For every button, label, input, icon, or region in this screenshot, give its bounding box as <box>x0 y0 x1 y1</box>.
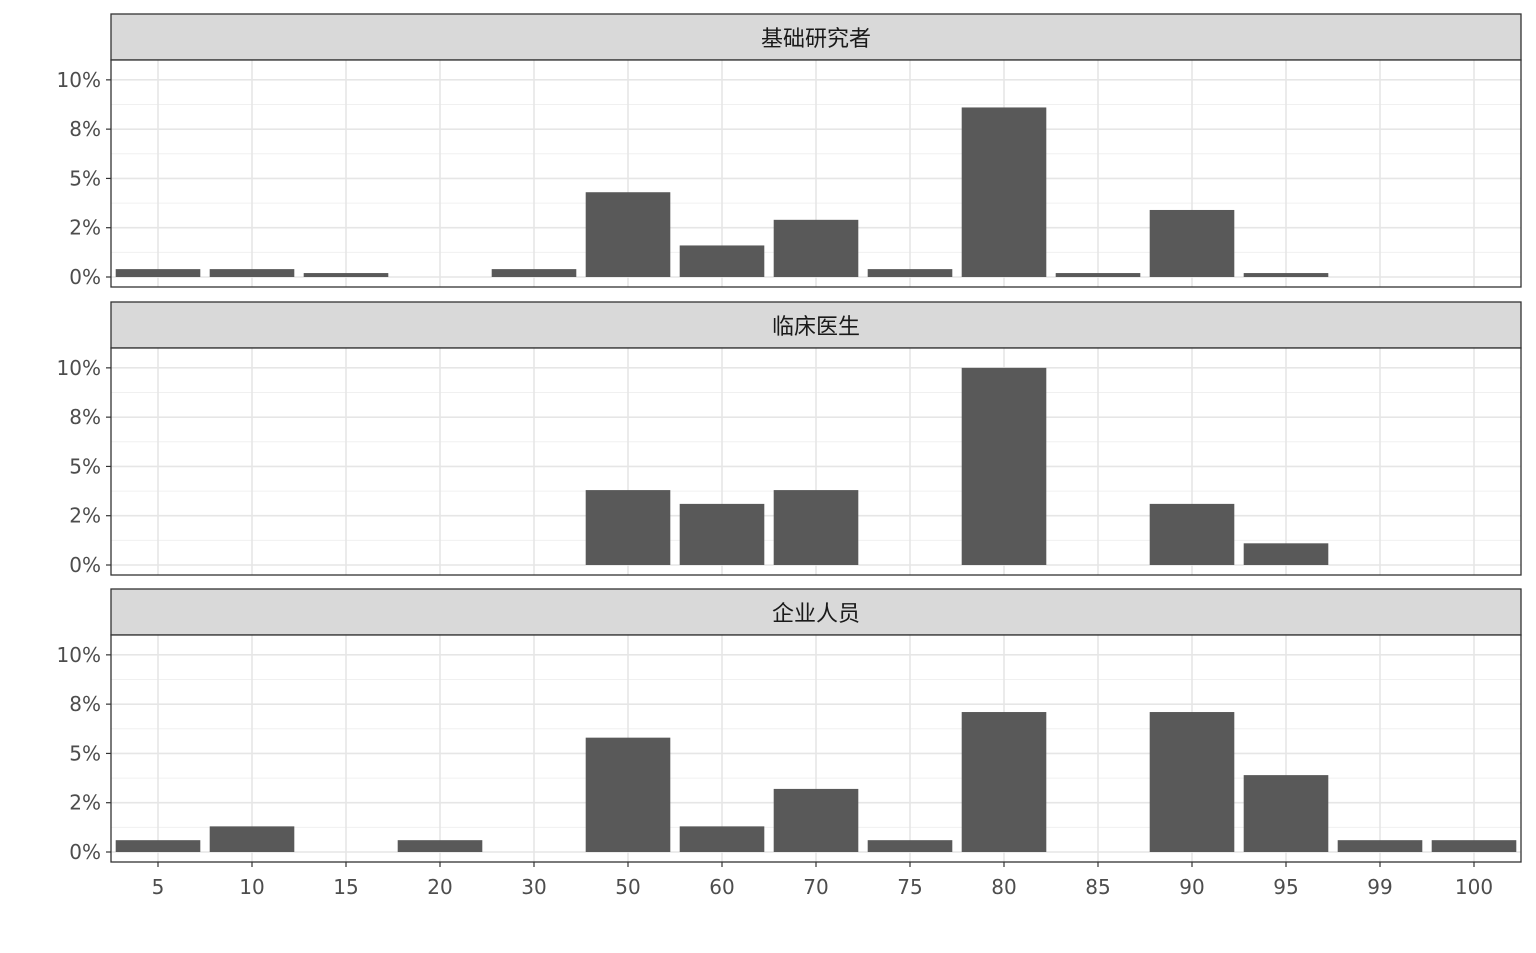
bar-100 <box>1431 840 1517 852</box>
y-tick-label: 0% <box>69 553 101 577</box>
x-tick-label: 75 <box>897 875 922 899</box>
bar-30 <box>491 269 577 277</box>
panel-border <box>110 347 1522 576</box>
x-tick-label: 100 <box>1455 875 1493 899</box>
x-tick-label: 90 <box>1179 875 1204 899</box>
bar-90 <box>1149 503 1235 565</box>
y-tick-label: 8% <box>69 117 101 141</box>
bar-60 <box>679 503 765 565</box>
facet-title: 企业人员 <box>772 602 860 627</box>
x-tick-label: 95 <box>1273 875 1298 899</box>
bar-90 <box>1149 209 1235 277</box>
bar-5 <box>115 269 201 277</box>
y-tick-label: 0% <box>69 265 101 289</box>
y-tick-label: 2% <box>69 791 101 815</box>
bar-70 <box>773 788 859 852</box>
x-tick-label: 85 <box>1085 875 1110 899</box>
facet-title: 临床医生 <box>772 315 860 340</box>
bar-20 <box>397 840 483 852</box>
bar-60 <box>679 826 765 852</box>
y-tick-label: 5% <box>69 741 101 765</box>
y-tick-label: 8% <box>69 692 101 716</box>
x-tick-label: 15 <box>333 875 358 899</box>
bar-80 <box>961 107 1047 277</box>
bar-50 <box>585 737 671 852</box>
y-tick-label: 5% <box>69 166 101 190</box>
x-tick-label: 60 <box>709 875 734 899</box>
bar-70 <box>773 219 859 277</box>
bar-50 <box>585 192 671 277</box>
bar-60 <box>679 245 765 277</box>
bar-10 <box>209 826 295 852</box>
bar-75 <box>867 269 953 277</box>
x-tick-label: 10 <box>239 875 264 899</box>
bar-80 <box>961 367 1047 565</box>
y-tick-label: 2% <box>69 216 101 240</box>
bar-80 <box>961 712 1047 852</box>
bar-70 <box>773 490 859 565</box>
facet-title: 基础研究者 <box>761 27 871 52</box>
bar-5 <box>115 840 201 852</box>
bar-15 <box>303 273 389 277</box>
x-tick-label: 99 <box>1367 875 1392 899</box>
y-tick-label: 2% <box>69 504 101 528</box>
facet-strip <box>110 588 1522 636</box>
bar-10 <box>209 269 295 277</box>
bar-50 <box>585 490 671 565</box>
x-tick-label: 80 <box>991 875 1016 899</box>
x-tick-label: 30 <box>521 875 546 899</box>
y-tick-label: 8% <box>69 405 101 429</box>
x-tick-label: 5 <box>152 875 165 899</box>
facet-strip <box>110 13 1522 61</box>
x-tick-label: 70 <box>803 875 828 899</box>
facet-strip <box>110 301 1522 349</box>
y-tick-label: 0% <box>69 840 101 864</box>
y-tick-label: 10% <box>57 643 101 667</box>
bar-95 <box>1243 775 1329 852</box>
y-tick-label: 10% <box>57 356 101 380</box>
y-tick-label: 5% <box>69 454 101 478</box>
bar-95 <box>1243 273 1329 277</box>
bar-85 <box>1055 273 1141 277</box>
x-tick-label: 20 <box>427 875 452 899</box>
panel-border <box>110 59 1522 288</box>
bar-90 <box>1149 712 1235 852</box>
bar-99 <box>1337 840 1423 852</box>
bar-75 <box>867 840 953 852</box>
x-tick-label: 50 <box>615 875 640 899</box>
bar-95 <box>1243 543 1329 565</box>
y-tick-label: 10% <box>57 68 101 92</box>
